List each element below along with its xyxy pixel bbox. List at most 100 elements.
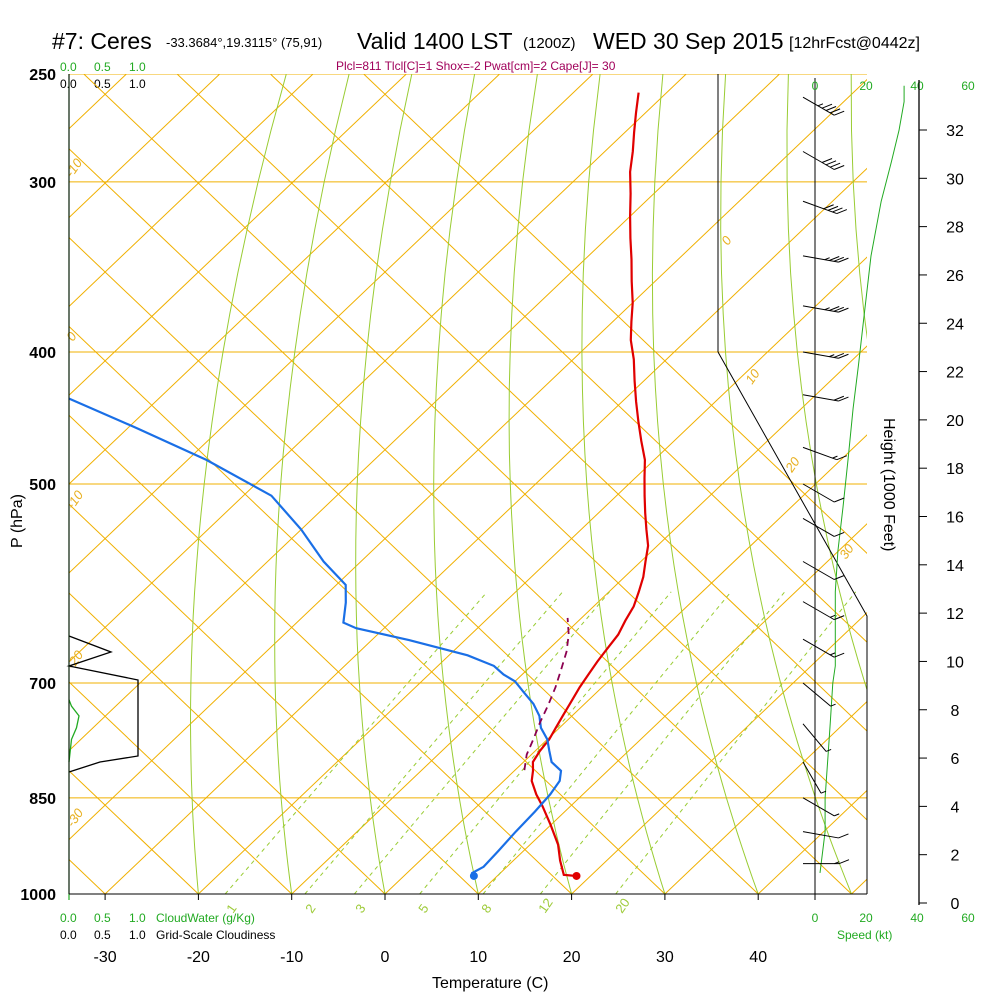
x-tick-label: -10 (280, 949, 303, 966)
wind-barb (802, 151, 845, 170)
pressure-tick-label: 500 (29, 477, 56, 494)
wind-barb (802, 638, 845, 658)
grid-layer (0, 74, 867, 894)
height-tick-label: 24 (946, 316, 964, 333)
barb-flag (838, 257, 849, 263)
pressure-tick-label: 300 (29, 175, 56, 192)
isotherm-label: 0 (63, 329, 80, 344)
wind-barb (802, 351, 849, 359)
barb-flag (829, 306, 840, 311)
isotherm-line (69, 74, 594, 574)
mixing-ratio-line (482, 591, 732, 894)
wind-barb (802, 200, 848, 215)
barb-staff (802, 351, 839, 359)
barb-half-flag (830, 703, 836, 707)
barb-staff (802, 561, 835, 580)
barb-staff (802, 518, 835, 537)
dry-adiabat (189, 74, 287, 894)
cloudiness-scale-tick: 1.0 (129, 77, 146, 91)
mixing-ratio-line (615, 591, 857, 894)
mixing-ratio-line (354, 591, 610, 894)
speed-tick-top: 20 (859, 79, 873, 93)
dry-adiabat (850, 74, 867, 340)
diagonal-line (69, 148, 852, 894)
isotherm-label: -10 (62, 155, 86, 180)
wind-barb (802, 723, 832, 752)
cloudiness-label: Grid-Scale Cloudiness (156, 928, 275, 942)
diagonal-line (270, 74, 867, 643)
dry-adiabat (720, 74, 852, 894)
barb-staff (802, 305, 839, 313)
cloud-water-line (68, 699, 80, 763)
dry-adiabat (433, 74, 479, 894)
y-axis-title: P (hPa) (9, 494, 26, 548)
barb-staff (802, 446, 837, 461)
isotherm-line (664, 700, 867, 894)
barb-flag (838, 307, 849, 313)
diagonal-line (0, 74, 12, 894)
barb-half-flag (829, 354, 835, 358)
barb-flag (833, 110, 845, 116)
x-axis-title: Temperature (C) (432, 975, 548, 992)
wind-barb (802, 255, 849, 263)
isotherm-line (69, 74, 221, 219)
cloud-scale-tick: 0.0 (60, 60, 77, 74)
barb-flag (838, 353, 849, 359)
barb-half-flag (833, 813, 840, 817)
speed-tick-bottom: 60 (961, 911, 975, 925)
barb-flag (825, 160, 837, 166)
cloud-scale-tick: 0.5 (94, 911, 111, 925)
barb-flag (838, 396, 849, 402)
barb-staff (802, 831, 839, 839)
barb-staff (802, 601, 835, 621)
diagonal-line (69, 503, 479, 894)
barb-flag (838, 833, 849, 839)
wind-barb (802, 831, 849, 839)
barb-flag (838, 859, 850, 865)
cloudiness-scale-tick: 1.0 (129, 928, 146, 942)
barb-flag (833, 615, 845, 621)
barb-half-flag (825, 748, 832, 752)
barb-flag (829, 256, 840, 261)
height-tick-label: 16 (946, 510, 964, 527)
height-tick-label: 18 (946, 461, 964, 478)
wind-barb (802, 394, 849, 402)
isotherm-line (69, 74, 314, 308)
diagonal-line (69, 236, 759, 894)
mixing-ratio-label: 12 (535, 895, 556, 915)
dewpoint-surface-dot (469, 871, 478, 880)
barb-flag (825, 106, 837, 111)
forecast-label: [12hrFcst@0442z] (789, 35, 920, 52)
dry-adiabat (581, 74, 666, 894)
isotherm-line (69, 78, 867, 841)
speed-tick-top: 40 (910, 79, 924, 93)
diagonal-line (69, 414, 572, 894)
barb-half-flag (820, 790, 827, 794)
height-tick-label: 8 (951, 703, 960, 720)
x-tick-label: 20 (563, 949, 581, 966)
temperature-line (530, 92, 650, 878)
diagonal-line (69, 681, 293, 894)
pressure-tick-label: 850 (29, 791, 56, 808)
barb-flag (833, 306, 845, 312)
barb-flag (821, 158, 833, 163)
diagonal-line (69, 325, 666, 894)
barb-staff (802, 723, 827, 752)
barb-flag (823, 204, 834, 210)
barb-half-flag (829, 614, 836, 618)
height-tick-label: 22 (946, 365, 964, 382)
x-tick-label: 30 (656, 949, 674, 966)
height-tick-label: 2 (951, 848, 960, 865)
barb-half-flag (817, 103, 824, 107)
pressure-tick-label: 700 (29, 676, 56, 693)
barb-flag (836, 455, 848, 461)
barb-staff (802, 483, 835, 503)
isotherm-line (69, 74, 780, 752)
isotherm-line (69, 74, 687, 663)
height-tick-label: 20 (946, 413, 964, 430)
barb-staff (802, 255, 839, 263)
wind-barb (802, 446, 848, 461)
dry-adiabat (786, 74, 867, 692)
isotherm-label: 10 (742, 366, 763, 387)
mixing-ratio-line (304, 591, 564, 894)
